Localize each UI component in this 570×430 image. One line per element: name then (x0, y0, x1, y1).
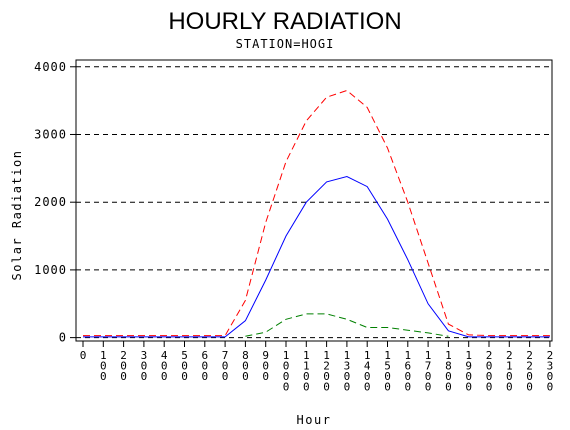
y-axis-label: Solar Radiation (10, 150, 24, 281)
y-tick-label: 3000 (34, 127, 67, 141)
y-tick-label: 0 (59, 331, 67, 345)
y-tick-label: 2000 (34, 195, 67, 209)
series-line-2 (83, 175, 550, 338)
y-axis-ticks: 0 1000 2000 3000 4000 (34, 60, 76, 345)
chart-title: HOURLY RADIATION (168, 8, 401, 35)
plot-frame (75, 59, 553, 342)
x-axis-ticks: 0 1 0 0 2 0 0 3 0 0 4 0 0 5 0 0 6 0 0 7 0 0 8 0 0 9 0 0 1 0 0 0 1 1 0 0 1 2 0 0… (80, 341, 554, 394)
x-tick-label: 0 (80, 349, 87, 362)
series-line-3 (245, 313, 449, 337)
chart-subtitle: STATION=HOGI (236, 37, 335, 51)
y-tick-label: 1000 (34, 263, 67, 277)
series-line-1 (83, 89, 550, 337)
series-lines (83, 89, 550, 338)
x-axis-label: Hour (297, 413, 332, 427)
y-tick-label: 4000 (34, 60, 67, 74)
grid-lines (76, 66, 552, 339)
